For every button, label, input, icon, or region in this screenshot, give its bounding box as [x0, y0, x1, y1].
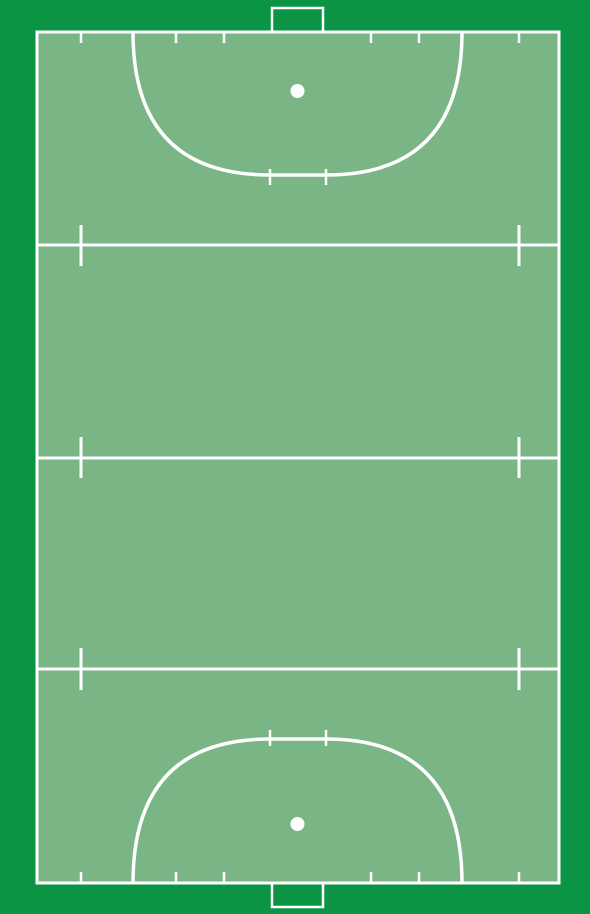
- top-penalty-spot: [290, 84, 305, 98]
- bottom-shooting-circle: [131, 737, 464, 884]
- top-goal: [270, 6, 325, 34]
- bottom-backline-ticks: [79, 872, 521, 883]
- bottom-goal: [270, 881, 325, 909]
- line-ticks: [79, 225, 521, 690]
- top-backline-ticks: [79, 32, 521, 43]
- top-shooting-circle: [131, 31, 464, 177]
- bottom-penalty-spot: [290, 817, 305, 831]
- circle-ticks: [268, 169, 328, 746]
